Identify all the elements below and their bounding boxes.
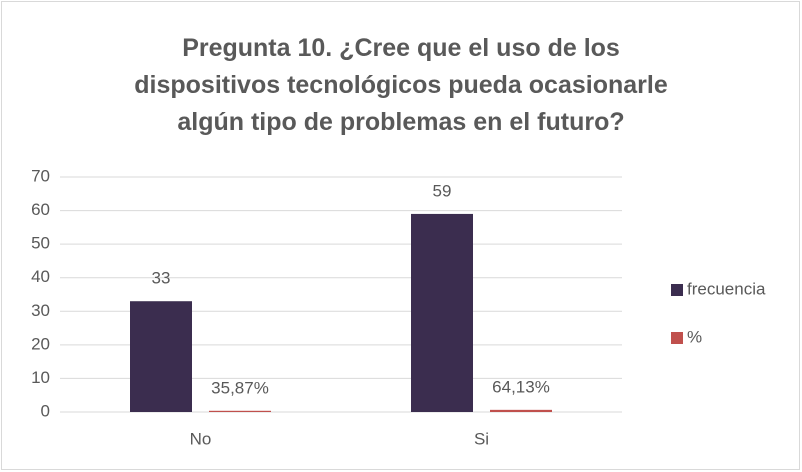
bar bbox=[490, 409, 552, 412]
bar bbox=[130, 301, 192, 412]
y-tick-label: 20 bbox=[31, 334, 50, 353]
x-tick-label: No bbox=[190, 429, 212, 448]
legend-swatch bbox=[671, 332, 683, 344]
y-tick-label: 30 bbox=[31, 301, 50, 320]
chart-title: Pregunta 10. ¿Cree que el uso de los dis… bbox=[134, 34, 668, 136]
y-tick-label: 10 bbox=[31, 368, 50, 387]
x-tick-label: Si bbox=[474, 429, 489, 448]
y-tick-label: 60 bbox=[31, 200, 50, 219]
bar bbox=[411, 213, 473, 412]
legend-label: frecuencia bbox=[687, 279, 766, 298]
y-tick-label: 70 bbox=[31, 166, 50, 185]
data-label: 64,13% bbox=[492, 377, 550, 396]
legend-label: % bbox=[687, 327, 702, 346]
legend-swatch bbox=[671, 284, 683, 296]
data-label: 35,87% bbox=[211, 378, 269, 397]
y-tick-label: 40 bbox=[31, 267, 50, 286]
data-label: 33 bbox=[152, 269, 171, 288]
data-label: 59 bbox=[433, 181, 452, 200]
y-tick-label: 0 bbox=[41, 401, 50, 420]
y-tick-label: 50 bbox=[31, 234, 50, 253]
bar bbox=[209, 410, 271, 412]
